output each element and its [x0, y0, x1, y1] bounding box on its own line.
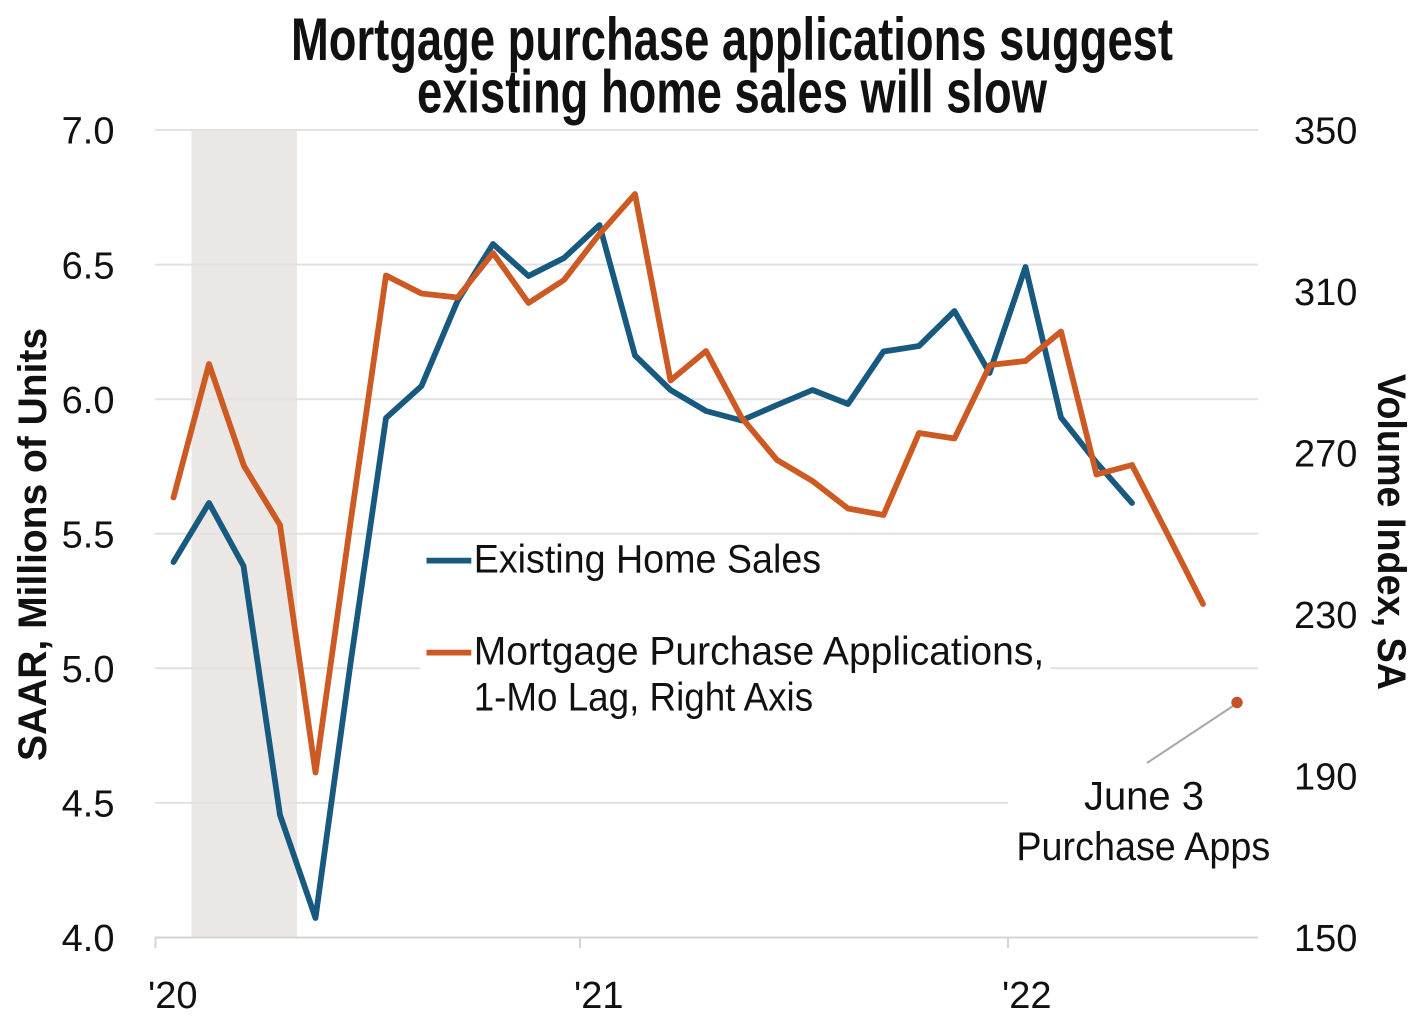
- svg-text:5.5: 5.5: [62, 515, 115, 557]
- svg-text:'22: '22: [1002, 975, 1052, 1017]
- svg-text:4.0: 4.0: [62, 918, 115, 960]
- svg-text:'20: '20: [148, 975, 198, 1017]
- svg-text:150: 150: [1294, 918, 1357, 960]
- svg-text:5.0: 5.0: [62, 649, 115, 691]
- svg-text:190: 190: [1294, 757, 1357, 799]
- svg-text:SAAR, Millions of Units: SAAR, Millions of Units: [11, 328, 55, 761]
- svg-text:6.5: 6.5: [62, 245, 115, 287]
- svg-text:Volume Index, SA: Volume Index, SA: [1369, 374, 1413, 690]
- svg-text:6.0: 6.0: [62, 380, 115, 422]
- svg-text:Mortgage Purchase Applications: Mortgage Purchase Applications,: [474, 629, 1044, 673]
- svg-text:350: 350: [1294, 111, 1357, 153]
- svg-text:1-Mo Lag, Right Axis: 1-Mo Lag, Right Axis: [474, 676, 813, 720]
- svg-text:7.0: 7.0: [62, 111, 115, 153]
- svg-text:230: 230: [1294, 595, 1357, 637]
- svg-text:existing home sales will slow: existing home sales will slow: [417, 59, 1047, 126]
- svg-text:June 3: June 3: [1084, 775, 1204, 819]
- svg-text:270: 270: [1294, 434, 1357, 476]
- svg-text:Purchase Apps: Purchase Apps: [1016, 825, 1270, 869]
- svg-text:Mortgage purchase applications: Mortgage purchase applications suggest: [291, 6, 1173, 73]
- svg-text:Existing Home Sales: Existing Home Sales: [474, 537, 821, 581]
- svg-text:'21: '21: [574, 975, 624, 1017]
- svg-text:4.5: 4.5: [62, 784, 115, 826]
- svg-text:310: 310: [1294, 272, 1357, 314]
